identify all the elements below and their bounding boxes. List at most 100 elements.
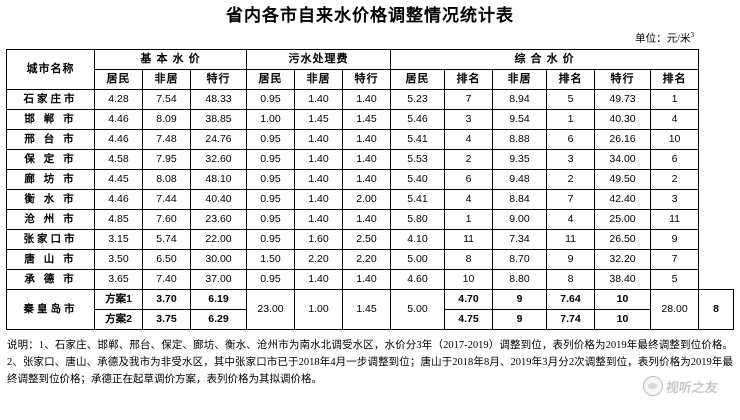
cell-plan-label: 方案2 [94,308,143,330]
cell-comp-special: 32.20 [594,248,652,270]
cell-comp-nonresident-rank: 8 [546,268,596,290]
cell-comp-special-rank: 2 [650,168,700,190]
cell-comp-special: 26.16 [594,128,652,150]
cell-basic-special: 23.00 [246,288,295,330]
table-row-qinhuangdao-plan2: 方案2 3.75 6.29 4.75 9 7.74 10 [7,308,734,330]
cell-basic-nonresident: 7.40 [142,268,191,290]
cell-comp-special: 25.00 [594,208,652,230]
cell-basic-special: 30.00 [190,248,247,270]
cell-basic-special: 40.40 [190,188,247,210]
cell-basic-special: 32.60 [190,148,247,170]
table-row-qinhuangdao-plan1: 秦皇岛市 方案1 3.70 6.19 23.00 1.00 1.45 5.00 4.70 9 7.6… [6,288,734,330]
header-city-name: 城市名称 [6,48,95,90]
page-title: 省内各市自来水价格调整情况统计表 [226,6,514,25]
header-group-sewage-fee: 污水处理费 [245,48,392,70]
cell-comp-nonresident-rank: 3 [546,148,596,170]
cell-sewage-nonresident: 1.45 [341,288,392,330]
cell-comp-special-rank: 3 [650,188,700,210]
cell-basic-resident: 4.58 [94,148,143,170]
cell-comp-special: 49.73 [594,88,652,110]
cell-basic-special: 48.10 [190,168,247,190]
table-header-sub-row: 居民 非居 特行 居民 非居 特行 居民 排名 非居 排名 特行 排名 [7,68,734,90]
table-row: 唐 山 市 3.50 6.50 30.00 1.50 2.20 2.20 5.00 8 8.70 9… [6,248,734,270]
cell-sewage-resident: 0.95 [246,228,295,250]
cell-comp-resident: 5.00 [390,248,446,270]
cell-sewage-special: 2.00 [341,188,392,210]
cell-city-name: 衡 水 市 [6,188,95,210]
cell-basic-special: 22.00 [190,228,247,250]
cell-comp-special-rank: 7 [650,248,700,270]
cell-comp-resident-rank: 9 [492,308,548,330]
header-comp-special: 特行 [594,68,652,90]
header-basic-special: 特行 [190,68,247,90]
cell-comp-special-rank: 9 [650,228,700,250]
cell-sewage-special: 1.40 [341,208,392,230]
cell-basic-nonresident: 8.09 [142,108,191,130]
header-comp-nonresident-rank: 排名 [546,68,596,90]
water-price-table: 城市名称 基 本 水 价 污水处理费 综 合 水 价 居民 非居 特行 居民 非… [6,48,734,330]
cell-basic-special: 48.33 [190,88,247,110]
cell-basic-nonresident: 6.19 [190,288,247,310]
cell-sewage-special: 1.40 [341,268,392,290]
cell-sewage-resident: 1.00 [294,288,343,330]
header-group-basic-price: 基 本 水 价 [94,48,247,70]
cell-basic-nonresident: 7.48 [142,128,191,150]
cell-comp-resident-rank: 6 [444,168,494,190]
table-row: 衡 水 市 4.46 7.44 40.40 0.95 1.40 2.00 5.41 4 8.84 7… [6,188,734,210]
cell-comp-resident: 4.60 [390,268,446,290]
cell-basic-resident: 4.28 [94,88,143,110]
table-header-group-row: 城市名称 基 本 水 价 污水处理费 综 合 水 价 [6,48,734,90]
cell-comp-nonresident-rank: 10 [594,308,652,330]
cell-comp-resident: 5.41 [390,188,446,210]
cell-sewage-resident: 0.95 [246,128,295,150]
cell-sewage-resident: 1.50 [246,248,295,270]
cell-basic-nonresident: 7.95 [142,148,191,170]
cell-comp-special-rank: 11 [650,208,700,230]
table-row: 邯 郸 市 4.46 8.09 38.85 1.00 1.45 1.45 5.46 3 9.54 1… [6,108,734,130]
table-row: 邢 台 市 4.46 7.48 24.76 0.95 1.40 1.40 5.41 4 8.88 6… [6,128,734,150]
cell-comp-nonresident-rank: 4 [546,208,596,230]
cell-comp-nonresident: 8.88 [492,128,548,150]
cell-comp-resident-rank: 8 [444,248,494,270]
cell-comp-special-rank: 10 [650,128,700,150]
cell-sewage-resident: 0.95 [246,208,295,230]
cell-comp-resident: 5.41 [390,128,446,150]
cell-sewage-nonresident: 1.45 [294,108,343,130]
cell-plan-label: 方案1 [94,288,143,310]
cell-comp-resident: 5.40 [390,168,446,190]
cell-basic-nonresident: 7.54 [142,88,191,110]
cell-sewage-nonresident: 1.40 [294,188,343,210]
cell-comp-nonresident-rank: 2 [546,168,596,190]
cell-sewage-resident: 0.95 [246,268,295,290]
cell-comp-resident-rank: 10 [444,268,494,290]
cell-comp-nonresident-rank: 11 [546,228,596,250]
cell-comp-nonresident-rank: 10 [594,288,652,310]
header-group-comprehensive-price: 综 合 水 价 [390,48,700,70]
cell-comp-nonresident: 9.48 [492,168,548,190]
cell-sewage-nonresident: 2.20 [294,248,343,270]
cell-comp-nonresident: 8.84 [492,188,548,210]
cell-sewage-special: 1.40 [341,168,392,190]
cell-comp-nonresident: 9.35 [492,148,548,170]
cell-sewage-special: 5.00 [390,288,446,330]
table-row: 石家庄市 4.28 7.54 48.33 0.95 1.40 1.40 5.23 7 8.94 5 4… [6,88,734,110]
cell-comp-resident: 4.10 [390,228,446,250]
cell-sewage-special: 1.40 [341,148,392,170]
cell-city-name: 石家庄市 [6,88,95,110]
cell-comp-resident-rank: 11 [444,228,494,250]
cell-comp-resident-rank: 9 [492,288,548,310]
cell-comp-special-rank: 1 [650,88,700,110]
cell-basic-nonresident: 6.29 [190,308,247,330]
cell-comp-nonresident: 7.74 [546,308,596,330]
cell-comp-nonresident-rank: 9 [546,248,596,270]
cell-comp-special-rank: 5 [650,268,700,290]
cell-comp-resident: 4.75 [444,308,494,330]
cell-comp-resident-rank: 1 [444,208,494,230]
unit-label: 单位：元/米3 [6,29,734,49]
cell-comp-resident-rank: 4 [444,128,494,150]
table-row: 保 定 市 4.58 7.95 32.60 0.95 1.40 1.40 5.53 2 9.35 3… [6,148,734,170]
table-body: 石家庄市 4.28 7.54 48.33 0.95 1.40 1.40 5.23 7 8.94 5 4… [6,88,734,330]
cell-basic-nonresident: 7.44 [142,188,191,210]
cell-comp-resident-rank: 4 [444,188,494,210]
cell-sewage-special: 1.40 [341,128,392,150]
